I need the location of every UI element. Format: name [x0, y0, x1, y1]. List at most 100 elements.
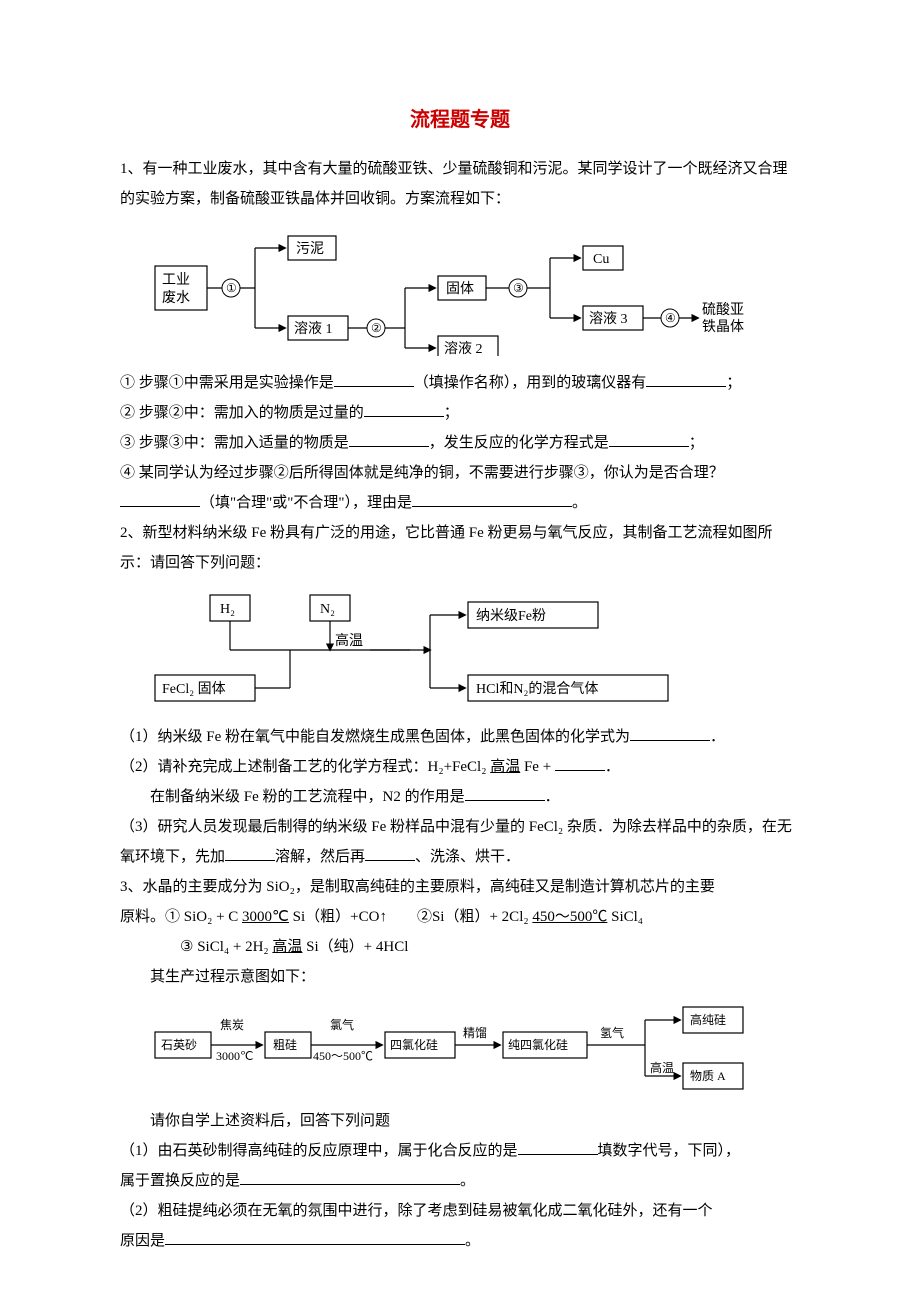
q3-intro2: 原料。① SiO₂ + C: [120, 909, 242, 925]
d-prod2: 铁晶体: [702, 319, 744, 335]
d-sol3: 溶液 3: [589, 311, 628, 327]
blank: [165, 1229, 465, 1245]
q3-s1c: 属于置换反应的是 。: [120, 1166, 800, 1196]
d3-b4: 纯四氯化硅: [508, 1038, 568, 1052]
blank: [646, 371, 726, 387]
d-h2: H₂: [220, 602, 235, 617]
q3-s1a: （1）由石英砂制得高纯硅的反应原理中，属于化合反应的是: [120, 1143, 518, 1159]
d3-a2b: 450～500℃: [313, 1049, 373, 1063]
d-out1: 纳米级Fe粉: [476, 608, 546, 624]
q2-s2cond: 高温: [490, 759, 520, 775]
q1-s3: ③ 步骤③中：需加入适量的物质是 ，发生反应的化学方程式是 ；: [120, 428, 800, 458]
q2-flow-diagram: H₂ N₂ FeCl₂ 固体 高温 纳米级Fe粉: [150, 590, 800, 710]
d-prod1: 硫酸亚: [702, 302, 744, 318]
d-cu: Cu: [593, 252, 609, 267]
q2-s2d-t: 在制备纳米级 Fe 粉的工艺流程中，N2 的作用是: [150, 789, 465, 805]
d3-a2t: 氯气: [330, 1017, 354, 1032]
d3-b3: 四氯化硅: [390, 1038, 438, 1052]
d3-b5: 高纯硅: [690, 1012, 726, 1027]
q3-after: 请你自学上述资料后，回答下列问题: [120, 1106, 800, 1136]
q2-intro: 2、新型材料纳米级 Fe 粉具有广泛的用途，它比普通 Fe 粉更易与氧气反应，其…: [120, 518, 800, 578]
q3-s2b-t: 原因是: [120, 1233, 165, 1249]
q2-s1a: （1）纳米级 Fe 粉在氧气中能自发燃烧生成黑色固体，此黑色固体的化学式为: [120, 729, 630, 745]
q2-s2e: ．: [545, 789, 560, 805]
d-c2: ②: [371, 321, 382, 335]
d-waste2: 废水: [162, 290, 190, 306]
d-sol1: 溶液 1: [294, 321, 333, 337]
q1-s4c: 。: [572, 495, 587, 511]
q2-s2: （2）请补充完成上述制备工艺的化学方程式：H₂+FeCl₂ 高温 Fe + ．: [120, 752, 800, 782]
q1-intro: 1、有一种工业废水，其中含有大量的硫酸亚铁、少量硫酸铜和污泥。某同学设计了一个既…: [120, 154, 800, 214]
blank: [465, 785, 545, 801]
q1-s1b: （填操作名称），用到的玻璃仪器有: [414, 375, 647, 391]
q3-c3: 高温: [272, 939, 302, 955]
blank: [365, 845, 415, 861]
d-fecl2: FeCl₂ 固体: [162, 681, 226, 697]
q2-s1b: ．: [710, 729, 725, 745]
d3-a1b: 3000℃: [216, 1049, 253, 1063]
q3-c1: 3000℃: [242, 909, 289, 925]
q3-r1t: Si（粗）+CO↑ ②Si（粗）+ 2Cl₂: [289, 909, 532, 925]
q3-r3b: Si（纯）+ 4HCl: [302, 939, 408, 955]
blank: [630, 725, 710, 741]
d3-b1: 石英砂: [161, 1038, 197, 1052]
q2-s2d: 在制备纳米级 Fe 粉的工艺流程中，N2 的作用是 ．: [120, 782, 800, 812]
q1-s4b: （填"合理"或"不合理"），理由是 。: [120, 488, 800, 518]
d3-a4t: 氢气: [600, 1025, 624, 1040]
q1-s3a: ③ 步骤③中：需加入适量的物质是: [120, 435, 349, 451]
q3-c2: 450～500℃: [532, 909, 607, 925]
d-sludge: 污泥: [296, 241, 324, 257]
d-n2: N₂: [320, 602, 335, 617]
q3-s2c: 。: [465, 1233, 480, 1249]
q1-s3c: ；: [689, 435, 704, 451]
q3-s1c-t: 属于置换反应的是: [120, 1173, 240, 1189]
q3-s1d: 。: [460, 1173, 475, 1189]
q1-flow-diagram: 工业 废水 ① 污泥 溶液 1 ② 固体: [150, 226, 800, 356]
q2-s1: （1）纳米级 Fe 粉在氧气中能自发燃烧生成黑色固体，此黑色固体的化学式为 ．: [120, 722, 800, 752]
document-page: 流程题专题 1、有一种工业废水，其中含有大量的硫酸亚铁、少量硫酸铜和污泥。某同学…: [0, 0, 920, 1316]
blank: [555, 755, 605, 771]
d-hitemp: 高温: [335, 632, 363, 649]
q1-s2b: ；: [444, 405, 459, 421]
q1-s1a: ① 步骤①中需采用是实验操作是: [120, 375, 334, 391]
q1-s1c: ；: [726, 375, 741, 391]
q3-r3a: ③ SiCl₄ + 2H₂: [180, 939, 272, 955]
blank: [412, 491, 572, 507]
q1-s2: ② 步骤②中：需加入的物质是过量的；: [120, 398, 800, 428]
q3-s2a: （2）粗硅提纯必须在无氧的氛围中进行，除了考虑到硅易被氧化成二氧化硅外，还有一个: [120, 1196, 800, 1226]
q2-s3b: 溶解，然后再: [275, 849, 365, 865]
blank: [518, 1139, 598, 1155]
d3-a3t: 精馏: [463, 1026, 487, 1040]
d3-b2: 粗硅: [273, 1038, 297, 1052]
q2-s2c: ．: [605, 759, 620, 775]
blank: [364, 401, 444, 417]
q2-s2a: （2）请补充完成上述制备工艺的化学方程式：H₂+FeCl₂: [120, 759, 490, 775]
q3-r3: ③ SiCl₄ + 2H₂ 高温 Si（纯）+ 4HCl: [120, 932, 800, 962]
q1-s4: ④ 某同学认为经过步骤②后所得固体就是纯净的铜，不需要进行步骤③，你认为是否合理…: [120, 458, 800, 488]
q2-s3: （3）研究人员发现最后制得的纳米级 Fe 粉样品中混有少量的 FeCl₂ 杂质．…: [120, 812, 800, 872]
blank: [120, 491, 200, 507]
q3-flow-diagram: 石英砂 焦炭 3000℃ 粗硅 氯气 450～500℃ 四氯化硅 精馏 纯四氯化…: [150, 1004, 800, 1094]
blank: [225, 845, 275, 861]
q2-s3c: 、洗涤、烘干．: [415, 849, 520, 865]
page-title: 流程题专题: [120, 100, 800, 140]
q3-r2: SiCl₄: [607, 909, 643, 925]
q1-s4b-t: （填"合理"或"不合理"），理由是: [200, 495, 412, 511]
d-sol2: 溶液 2: [444, 341, 483, 356]
d-c4: ④: [665, 311, 676, 325]
d-waste1: 工业: [162, 272, 190, 288]
q1-s3b: ，发生反应的化学方程式是: [429, 435, 609, 451]
q3-r1: 原料。① SiO₂ + C 3000℃ Si（粗）+CO↑ ②Si（粗）+ 2C…: [120, 902, 800, 932]
blank: [240, 1169, 460, 1185]
d-c1: ①: [226, 281, 237, 295]
q3-cap: 其生产过程示意图如下：: [120, 962, 800, 992]
q1-s1: ① 步骤①中需采用是实验操作是 （填操作名称），用到的玻璃仪器有 ；: [120, 368, 800, 398]
blank: [349, 431, 429, 447]
d-solid: 固体: [446, 281, 474, 297]
q3-s1: （1）由石英砂制得高纯硅的反应原理中，属于化合反应的是填数字代号，下同），: [120, 1136, 800, 1166]
d3-a4b: 高温: [650, 1060, 674, 1075]
blank: [609, 431, 689, 447]
blank: [334, 371, 414, 387]
d-out2: HCl和N₂的混合气体: [476, 681, 598, 697]
q2-s2b: Fe +: [520, 759, 555, 775]
